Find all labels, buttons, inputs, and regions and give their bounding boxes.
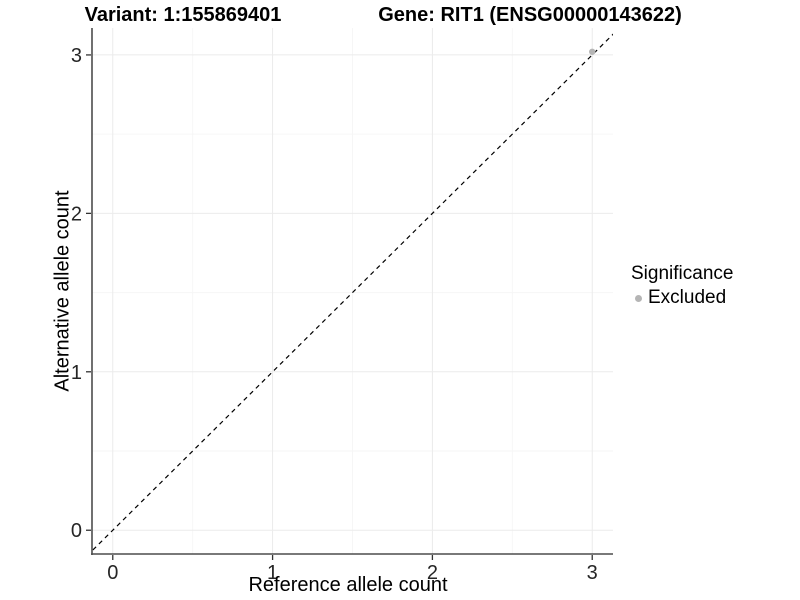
plot-title-gene: Gene: RIT1 (ENSG00000143622) [378, 4, 682, 26]
x-tick-label: 1 [267, 562, 278, 584]
identity-line [92, 33, 613, 552]
x-tick-label: 0 [107, 562, 118, 584]
y-tick-label: 2 [71, 203, 82, 225]
y-tick-label: 3 [71, 45, 82, 67]
plot-title-variant: Variant: 1:155869401 [84, 4, 282, 26]
x-axis-title: Reference allele count [248, 574, 448, 596]
y-tick-label: 1 [71, 362, 82, 384]
data-point [589, 48, 596, 55]
legend-entry-label: Excluded [648, 287, 727, 308]
legend-entry-excluded: Excluded [631, 288, 733, 308]
y-tick-label: 0 [71, 520, 82, 542]
legend: Significance Excluded [631, 263, 733, 308]
legend-point-icon [635, 294, 642, 302]
x-tick-label: 2 [427, 562, 438, 584]
y-axis-title: Alternative allele count [51, 190, 74, 392]
legend-title: Significance [631, 263, 734, 284]
x-tick-label: 3 [587, 562, 598, 584]
